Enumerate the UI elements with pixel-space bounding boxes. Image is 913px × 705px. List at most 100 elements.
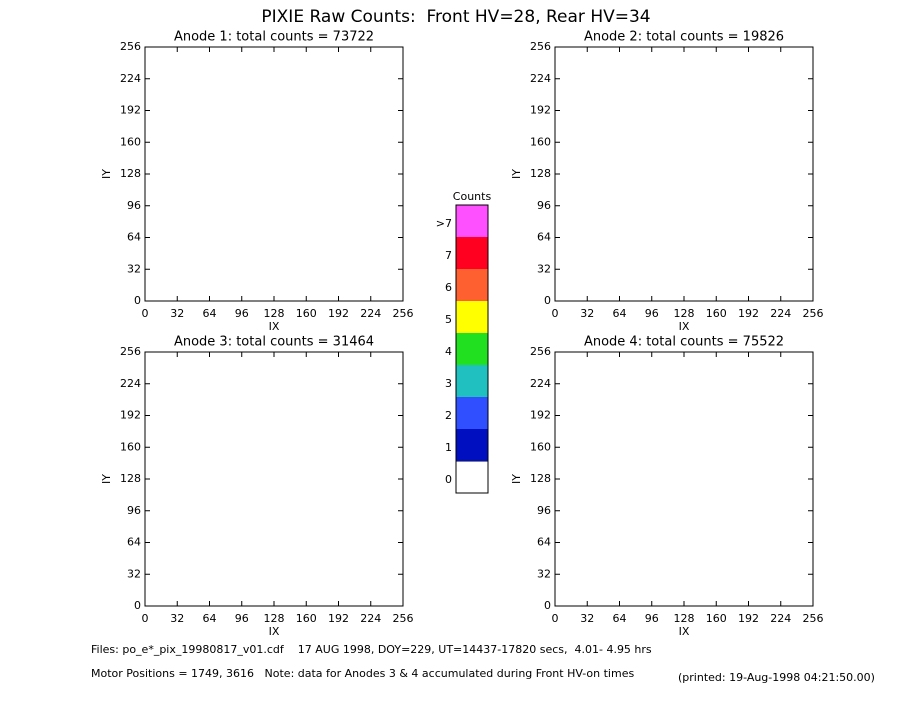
- x-tick-label: 192: [328, 612, 349, 625]
- colorbar-label: 4: [445, 345, 452, 358]
- y-axis-label: IY: [100, 169, 113, 179]
- y-tick-label: 128: [530, 167, 551, 180]
- x-tick-label: 160: [296, 307, 317, 320]
- y-tick-label: 64: [127, 536, 141, 549]
- x-axis-label: IX: [679, 625, 690, 638]
- y-tick-label: 224: [120, 72, 141, 85]
- plot-area: [144, 46, 404, 302]
- colorbar-box: [455, 460, 489, 494]
- colorbar-label: 2: [445, 409, 452, 422]
- footer-printed: (printed: 19-Aug-1998 04:21:50.00): [678, 671, 875, 684]
- y-tick-label: 224: [530, 72, 551, 85]
- y-tick-label: 160: [120, 135, 141, 148]
- panel-title: Anode 2: total counts = 19826: [584, 30, 784, 45]
- y-axis-label: IY: [100, 474, 113, 484]
- y-tick-label: 128: [120, 472, 141, 485]
- y-tick-label: 0: [134, 599, 141, 612]
- y-tick-label: 128: [120, 167, 141, 180]
- x-tick-label: 256: [803, 307, 824, 320]
- y-tick-label: 192: [120, 104, 141, 117]
- x-tick-label: 160: [706, 307, 727, 320]
- x-tick-label: 0: [142, 612, 149, 625]
- x-tick-label: 64: [613, 307, 627, 320]
- y-tick-label: 192: [530, 104, 551, 117]
- x-tick-label: 0: [552, 612, 559, 625]
- y-tick-label: 64: [537, 231, 551, 244]
- colorbar-box: [456, 269, 488, 301]
- y-tick-label: 192: [530, 409, 551, 422]
- y-tick-label: 256: [530, 345, 551, 358]
- y-tick-label: 224: [530, 377, 551, 390]
- x-tick-label: 128: [264, 307, 285, 320]
- colorbar-box: [456, 237, 488, 269]
- y-tick-label: 96: [127, 199, 141, 212]
- y-tick-label: 32: [127, 567, 141, 580]
- y-tick-label: 64: [127, 231, 141, 244]
- colorbar-label: 5: [445, 313, 452, 326]
- x-tick-label: 256: [393, 612, 414, 625]
- colorbar-label: 3: [445, 377, 452, 390]
- x-tick-label: 128: [264, 612, 285, 625]
- y-tick-label: 0: [544, 294, 551, 307]
- x-tick-label: 128: [674, 307, 695, 320]
- y-tick-label: 256: [530, 40, 551, 53]
- y-tick-label: 256: [120, 40, 141, 53]
- x-axis-label: IX: [679, 320, 690, 333]
- colorbar-label: 0: [445, 473, 452, 486]
- x-tick-label: 64: [613, 612, 627, 625]
- y-tick-label: 32: [537, 567, 551, 580]
- colorbar-box: [456, 365, 488, 397]
- y-tick-label: 64: [537, 536, 551, 549]
- y-tick-label: 0: [134, 294, 141, 307]
- x-tick-label: 192: [738, 307, 759, 320]
- x-tick-label: 224: [360, 612, 381, 625]
- y-tick-label: 256: [120, 345, 141, 358]
- y-tick-label: 160: [530, 135, 551, 148]
- main-title: PIXIE Raw Counts: Front HV=28, Rear HV=3…: [261, 7, 650, 27]
- x-tick-label: 32: [170, 612, 184, 625]
- x-tick-label: 160: [706, 612, 727, 625]
- x-tick-label: 256: [803, 612, 824, 625]
- x-tick-label: 256: [393, 307, 414, 320]
- panel-title: Anode 4: total counts = 75522: [584, 335, 784, 350]
- y-tick-label: 0: [544, 599, 551, 612]
- y-tick-label: 96: [127, 504, 141, 517]
- colorbar-box: [456, 429, 488, 461]
- colorbar-label: 6: [445, 281, 452, 294]
- y-tick-label: 96: [537, 199, 551, 212]
- x-tick-label: 224: [360, 307, 381, 320]
- y-tick-label: 160: [120, 440, 141, 453]
- colorbar-box: [456, 333, 488, 365]
- y-axis-label: IY: [510, 474, 523, 484]
- y-tick-label: 96: [537, 504, 551, 517]
- x-tick-label: 0: [142, 307, 149, 320]
- x-tick-label: 96: [235, 612, 249, 625]
- colorbar-label: >7: [436, 217, 452, 230]
- y-axis-label: IY: [510, 169, 523, 179]
- y-tick-label: 128: [530, 472, 551, 485]
- y-tick-label: 32: [127, 262, 141, 275]
- footer-note: Motor Positions = 1749, 3616 Note: data …: [91, 667, 634, 680]
- plot-area: [554, 351, 814, 607]
- x-tick-label: 192: [738, 612, 759, 625]
- x-axis-label: IX: [269, 625, 280, 638]
- colorbar-label: 7: [445, 249, 452, 262]
- x-tick-label: 32: [170, 307, 184, 320]
- plot-area: [554, 46, 814, 302]
- panel-title: Anode 1: total counts = 73722: [174, 30, 374, 45]
- colorbar-box: [456, 205, 488, 237]
- y-tick-label: 32: [537, 262, 551, 275]
- x-tick-label: 0: [552, 307, 559, 320]
- y-tick-label: 160: [530, 440, 551, 453]
- x-tick-label: 96: [645, 612, 659, 625]
- x-tick-label: 192: [328, 307, 349, 320]
- x-tick-label: 224: [770, 612, 791, 625]
- colorbar-box: [456, 301, 488, 333]
- x-tick-label: 64: [203, 612, 217, 625]
- x-axis-label: IX: [269, 320, 280, 333]
- colorbar-label: 1: [445, 441, 452, 454]
- colorbar-box: [456, 397, 488, 429]
- colorbar-frame: [455, 204, 489, 494]
- x-tick-label: 128: [674, 612, 695, 625]
- panel-title: Anode 3: total counts = 31464: [174, 335, 374, 350]
